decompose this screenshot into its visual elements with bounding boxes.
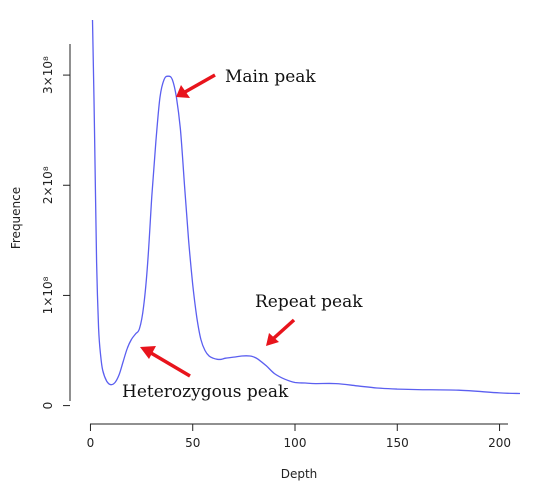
x-ticks: 0 50 100 150 200 (87, 424, 511, 450)
heterozygous-peak-label: Heterozygous peak (122, 382, 289, 402)
main-peak-arrow-shaft (184, 73, 216, 94)
x-tick-label: 0 (87, 436, 95, 450)
x-tick-label: 150 (386, 436, 409, 450)
x-tick-label: 200 (488, 436, 511, 450)
heterozygous-peak-arrow-shaft (150, 351, 191, 378)
main-peak-label: Main peak (225, 67, 316, 87)
annotation-repeat-peak: Repeat peak (255, 292, 363, 346)
y-tick-label: 2×10⁸ (41, 166, 55, 204)
series-line (91, 19, 521, 395)
main-peak-arrow-head (176, 85, 190, 98)
repeat-peak-label: Repeat peak (255, 292, 363, 312)
repeat-peak-arrow-shaft (272, 318, 296, 340)
annotation-heterozygous-peak: Heterozygous peak (122, 346, 289, 402)
annotation-main-peak: Main peak (176, 67, 316, 98)
x-axis-title: Depth (281, 467, 318, 481)
plot-frame (69, 44, 508, 425)
y-ticks: 0 1×10⁸ 2×10⁸ 3×10⁸ (41, 56, 70, 409)
x-tick-label: 100 (284, 436, 307, 450)
heterozygous-peak-arrow-head (140, 346, 156, 359)
repeat-peak-arrow-head (266, 333, 279, 346)
y-axis-title: Frequence (9, 187, 23, 249)
x-tick-label: 50 (185, 436, 200, 450)
y-tick-label: 0 (41, 402, 55, 410)
y-tick-label: 3×10⁸ (41, 56, 55, 94)
y-tick-label: 1×10⁸ (41, 276, 55, 314)
